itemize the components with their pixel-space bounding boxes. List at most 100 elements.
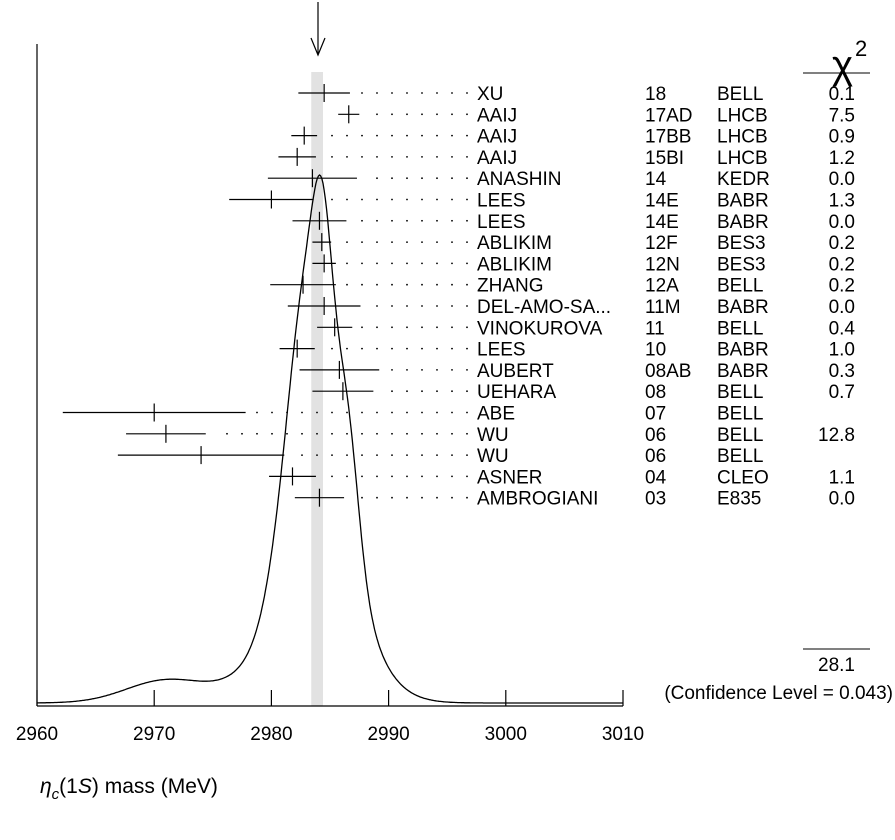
leader-dot (331, 454, 333, 456)
leader-dot (331, 134, 333, 137)
leader-dot (466, 134, 468, 137)
leader-dot (421, 156, 423, 158)
row-reference: 17BB (645, 127, 691, 148)
leader-dot (391, 411, 393, 414)
leader-dot (436, 390, 438, 393)
leader-dot (451, 326, 453, 329)
measurements-layer (62, 84, 468, 507)
leader-dot (391, 347, 393, 350)
leader-dot (466, 262, 468, 265)
leader-dot (421, 369, 423, 371)
leader-dot (421, 326, 423, 329)
leader-dot (376, 134, 378, 137)
x-ticks-layer: 2960 2970 2980 2990 3000 3010 (16, 690, 644, 745)
measurement-row (292, 211, 468, 230)
leader-dot (361, 496, 363, 499)
leader-dot (436, 283, 438, 286)
leader-dot (406, 411, 408, 414)
leader-dot (391, 475, 393, 478)
leader-dot (406, 92, 408, 94)
leader-dot (406, 241, 408, 244)
leader-dot (346, 134, 348, 137)
leader-dot (421, 454, 423, 456)
leader-dot (406, 432, 408, 435)
row-chi2: 0.0 (829, 489, 855, 510)
row-author: LEES (477, 212, 526, 233)
row-experiment: BABR (717, 212, 769, 233)
leader-dot (451, 347, 453, 350)
row-reference: 08AB (645, 361, 691, 382)
leader-dot (451, 241, 453, 244)
row-author: ABLIKIM (477, 233, 552, 254)
row-reference: 12F (645, 233, 678, 254)
average-band-layer (311, 72, 323, 706)
leader-dot (346, 198, 348, 201)
leader-dot (361, 411, 363, 414)
leader-dot (406, 134, 408, 137)
leader-dot (421, 347, 423, 350)
leader-dot (466, 347, 468, 350)
leader-dot (316, 411, 318, 414)
average-arrow-head (310, 37, 326, 57)
leader-dot (376, 326, 378, 329)
row-author: ZHANG (477, 276, 544, 297)
leader-dot (361, 475, 363, 478)
row-author: UEHARA (477, 382, 557, 403)
row-reference: 10 (645, 340, 666, 361)
leader-dot (346, 432, 348, 435)
leader-dot (421, 134, 423, 137)
leader-dot (376, 411, 378, 414)
row-reference: 18 (645, 84, 666, 105)
leader-dot (451, 454, 453, 456)
leader-dot (421, 92, 423, 94)
leader-dot (436, 305, 438, 307)
row-reference: 12N (645, 254, 680, 275)
leader-dot (466, 241, 468, 244)
row-chi2: 0.1 (829, 84, 855, 105)
row-author: DEL-AMO-SA... (477, 297, 611, 318)
confidence-level: (Confidence Level = 0.043) (664, 683, 893, 704)
leader-dot (376, 347, 378, 350)
leader-dot (391, 134, 393, 137)
leader-dot (451, 262, 453, 265)
leader-dot (361, 326, 363, 329)
leader-dot (361, 92, 363, 94)
leader-dot (391, 390, 393, 393)
leader-dot (436, 496, 438, 499)
ideogram-curve (37, 174, 623, 704)
x-tick-label: 2970 (133, 724, 175, 745)
leader-dot (346, 156, 348, 158)
row-reference: 07 (645, 404, 666, 425)
leader-dot (436, 411, 438, 414)
row-author: XU (477, 84, 503, 105)
row-experiment: BELL (717, 425, 763, 446)
leader-dot (451, 113, 453, 116)
x-tick-label: 2980 (250, 724, 292, 745)
row-author: ABE (477, 404, 515, 425)
row-chi2: 7.5 (829, 105, 855, 126)
leader-dot (391, 198, 393, 201)
leader-dot (436, 432, 438, 435)
leader-dot (421, 475, 423, 478)
measurement-row (317, 318, 468, 337)
leader-dot (331, 411, 333, 414)
row-author: AAIJ (477, 105, 517, 126)
measurement-row (279, 339, 468, 358)
leader-dot (451, 390, 453, 393)
leader-dot (361, 241, 363, 244)
row-author: AMBROGIANI (477, 489, 598, 510)
leader-dot (376, 475, 378, 478)
leader-dot (406, 305, 408, 307)
row-experiment: BELL (717, 446, 763, 467)
leader-dot (466, 156, 468, 158)
row-chi2: 1.0 (829, 340, 855, 361)
row-author: WU (477, 425, 509, 446)
leader-dot (391, 241, 393, 244)
row-author: ANASHIN (477, 169, 561, 190)
row-reference: 06 (645, 446, 666, 467)
leader-dot (271, 432, 273, 435)
leader-dot (391, 262, 393, 265)
leader-dot (436, 156, 438, 158)
row-experiment: E835 (717, 489, 761, 510)
average-arrow-layer (310, 2, 326, 57)
